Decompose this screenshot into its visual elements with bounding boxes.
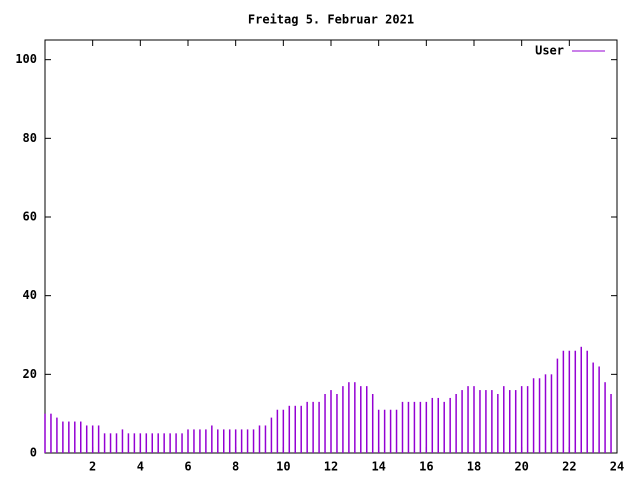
y-tick-label: 100	[15, 52, 37, 66]
x-tick-label: 18	[467, 460, 481, 474]
chart-title: Freitag 5. Februar 2021	[248, 13, 414, 27]
x-tick-label: 14	[371, 460, 385, 474]
x-tick-label: 22	[562, 460, 576, 474]
x-tick-label: 8	[232, 460, 239, 474]
x-tick-label: 16	[419, 460, 433, 474]
x-tick-label: 10	[276, 460, 290, 474]
y-tick-label: 80	[23, 131, 37, 145]
x-tick-label: 12	[324, 460, 338, 474]
x-tick-label: 2	[89, 460, 96, 474]
x-tick-label: 4	[137, 460, 144, 474]
x-tick-label: 20	[514, 460, 528, 474]
legend-label: User	[535, 44, 564, 58]
y-tick-label: 0	[30, 446, 37, 460]
y-tick-label: 60	[23, 210, 37, 224]
x-tick-label: 6	[184, 460, 191, 474]
y-tick-label: 40	[23, 288, 37, 302]
y-tick-label: 20	[23, 367, 37, 381]
x-tick-label: 24	[610, 460, 624, 474]
